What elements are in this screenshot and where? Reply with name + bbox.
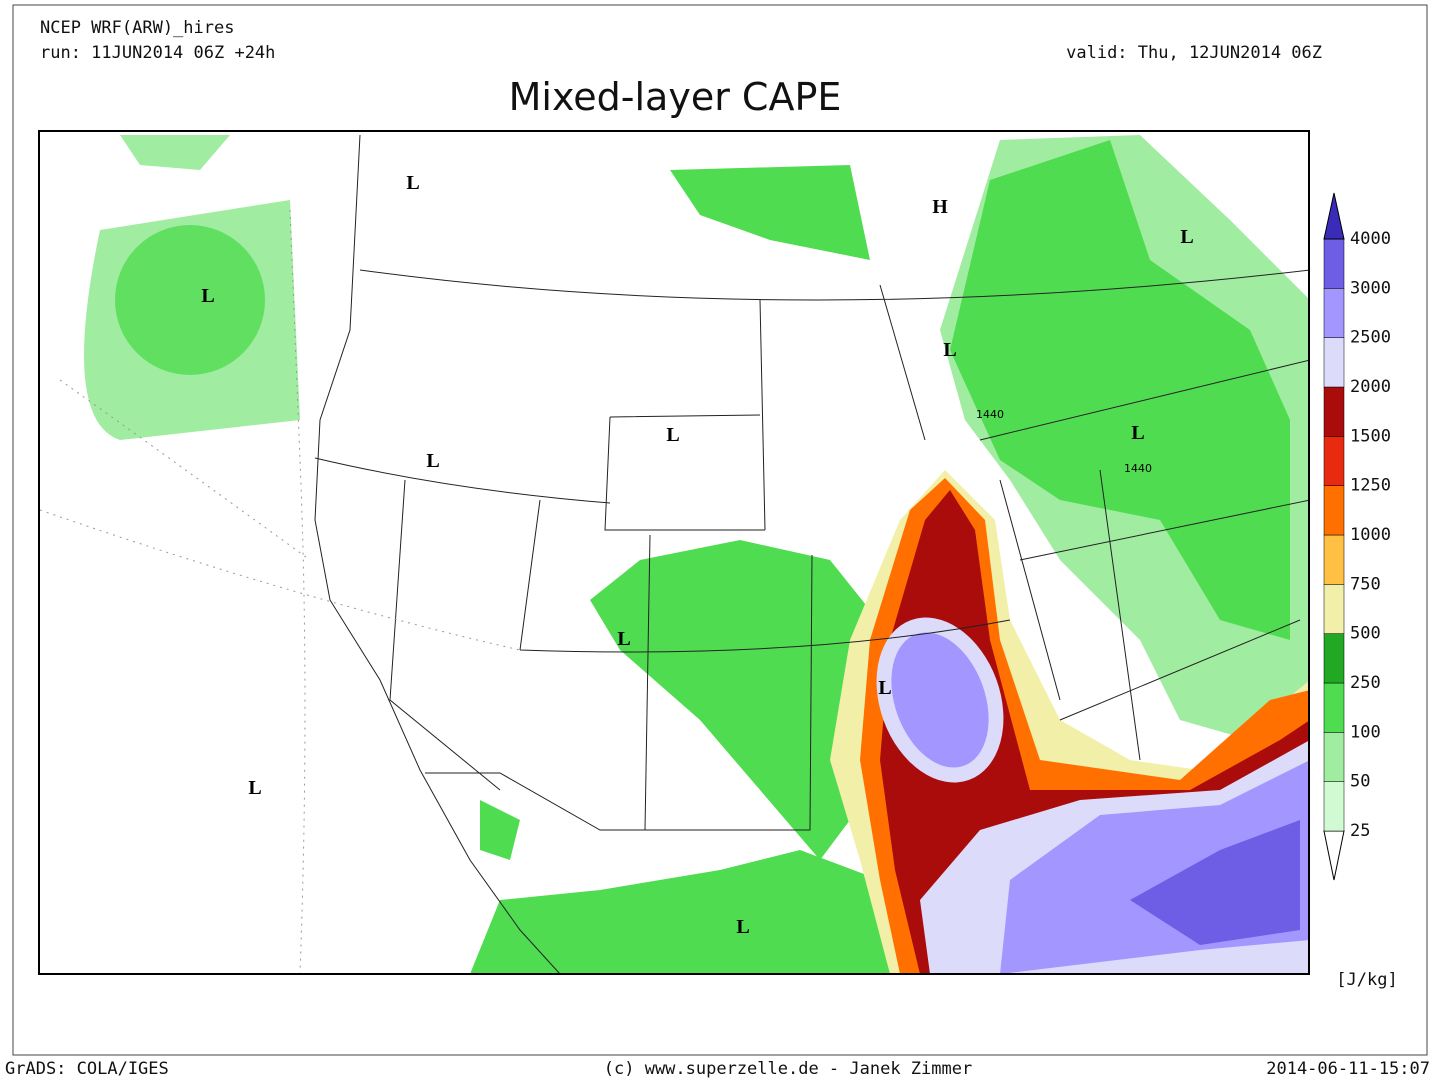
colorbar-label: 1500 — [1350, 426, 1391, 446]
footer-left: GrADS: COLA/IGES — [5, 1059, 169, 1079]
colorbar-label: 1250 — [1350, 476, 1391, 496]
pressure-center: L — [666, 424, 679, 446]
colorbar-box — [1323, 238, 1345, 289]
map-frame — [38, 130, 1310, 975]
colorbar-over — [1323, 192, 1345, 240]
colorbar-unit: [J/kg] — [1336, 970, 1397, 990]
colorbar-box — [1323, 633, 1345, 684]
pressure-center: L — [1131, 422, 1144, 444]
pressure-center: L — [201, 285, 214, 307]
cape-area — [891, 632, 989, 768]
pressure-center: L — [943, 339, 956, 361]
model-name: NCEP WRF(ARW)_hires — [40, 18, 234, 38]
colorbar-box — [1323, 682, 1345, 733]
cape-area — [1130, 820, 1300, 945]
colorbar-under — [1323, 830, 1345, 881]
colorbar-label: 750 — [1350, 574, 1381, 594]
colorbar-label: 2000 — [1350, 377, 1391, 397]
valid-time: valid: Thu, 12JUN2014 06Z — [1066, 43, 1322, 63]
run-time: run: 11JUN2014 06Z +24h — [40, 43, 275, 63]
cape-area — [480, 800, 520, 860]
pressure-center: L — [1180, 226, 1193, 248]
pressure-center: L — [878, 677, 891, 699]
coastline — [314, 134, 561, 974]
colorbar-label: 3000 — [1350, 278, 1391, 298]
state-borders — [314, 269, 1309, 831]
pressure-center: L — [406, 172, 419, 194]
colorbar-label: 1000 — [1350, 525, 1391, 545]
isobar-label: 1440 — [976, 408, 1004, 421]
colorbar-label: 100 — [1350, 722, 1381, 742]
graticule — [39, 209, 521, 974]
colorbar-label: 4000 — [1350, 229, 1391, 249]
colorbar-box — [1323, 584, 1345, 634]
colorbar-box — [1323, 781, 1345, 832]
map — [38, 130, 1310, 975]
map-title: Mixed-layer CAPE — [509, 75, 842, 119]
footer-right: 2014-06-11-15:07 — [1266, 1059, 1430, 1079]
cape-area — [470, 850, 900, 974]
colorbar-label: 2500 — [1350, 328, 1391, 348]
footer-center: (c) www.superzelle.de - Janek Zimmer — [604, 1059, 972, 1079]
isobar-label: 1440 — [1124, 462, 1152, 475]
cape-area — [670, 165, 870, 260]
colorbar-label: 25 — [1350, 821, 1370, 841]
pressure-center: L — [736, 916, 749, 938]
colorbar-box — [1323, 485, 1345, 536]
colorbar-box — [1323, 337, 1345, 388]
colorbar-label: 500 — [1350, 624, 1381, 644]
cape-area — [590, 540, 880, 860]
colorbar-box — [1323, 534, 1345, 585]
pressure-center: H — [932, 196, 948, 218]
pressure-center: L — [248, 777, 261, 799]
colorbar-box — [1323, 386, 1345, 437]
cape-area — [120, 135, 230, 170]
colorbar-label: 50 — [1350, 772, 1370, 792]
colorbar-box — [1323, 288, 1345, 338]
colorbar-label: 250 — [1350, 673, 1381, 693]
colorbar-box — [1323, 436, 1345, 486]
map-labels: L H L L L 1440 L 1440 L L L L L L — [201, 172, 1193, 938]
pressure-center: L — [617, 628, 630, 650]
pressure-center: L — [426, 450, 439, 472]
colorbar-box — [1323, 732, 1345, 782]
cape-area — [950, 140, 1290, 640]
outer-frame — [12, 4, 1428, 1056]
colorbar: 25 50 100 250 500 750 1000 1250 1500 2000 2500 3000… — [1323, 192, 1391, 881]
pacific-low — [115, 225, 265, 375]
